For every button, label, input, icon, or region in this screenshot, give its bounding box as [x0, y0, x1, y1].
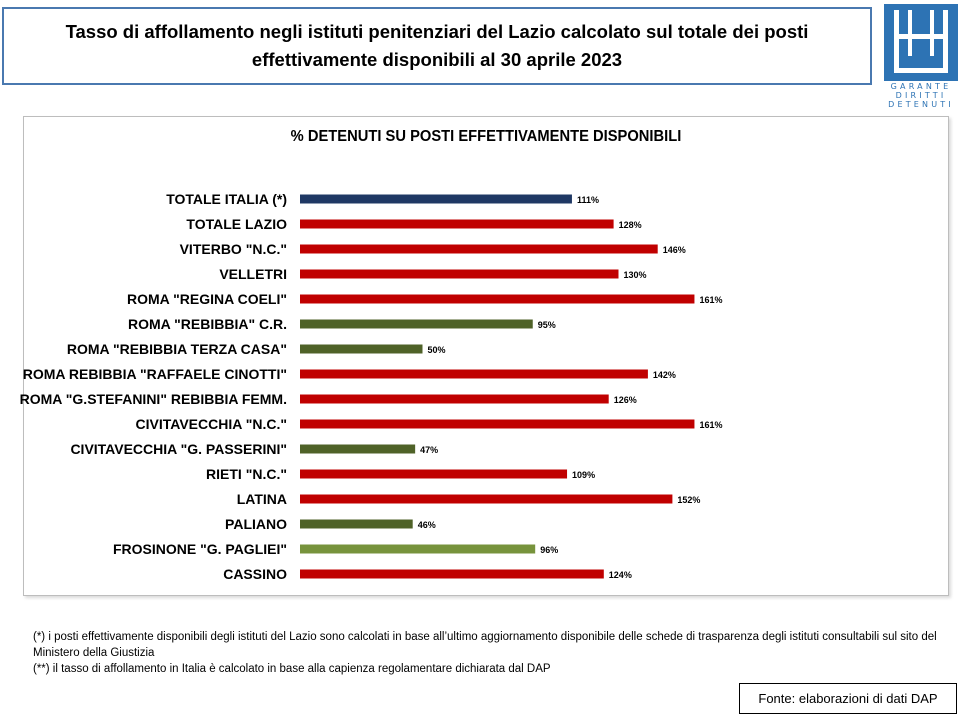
bar: [300, 344, 423, 354]
category-label: FROSINONE "G. PAGLIEI": [113, 541, 287, 557]
data-label: 111%: [577, 195, 599, 205]
data-label: 161%: [699, 420, 722, 430]
bar: [300, 419, 695, 429]
logo-text-line-2: DIRITTI: [895, 91, 947, 100]
data-label: 95%: [538, 320, 556, 330]
source-box: Fonte: elaborazioni di dati DAP: [739, 683, 957, 714]
data-label: 130%: [624, 270, 647, 280]
category-label: VELLETRI: [219, 266, 287, 282]
data-label: 161%: [699, 295, 722, 305]
footnote-1: (*) i posti effettivamente disponibili d…: [33, 631, 937, 659]
bar: [300, 544, 536, 554]
category-label: ROMA "REBIBBIA" C.R.: [128, 316, 287, 332]
bar: [300, 219, 614, 229]
footnote-2: (**) il tasso di affollamento in Italia …: [33, 663, 551, 675]
data-label: 126%: [614, 395, 637, 405]
category-label: ROMA "REGINA COELI": [127, 291, 287, 307]
chart-frame: [23, 116, 949, 596]
bar: [300, 269, 619, 279]
logo-text-line-1: GARANTE: [890, 82, 952, 91]
footnotes: (*) i posti effettivamente disponibili d…: [33, 629, 938, 677]
category-label: CIVITAVECCHIA "G. PASSERINI": [70, 441, 287, 457]
logo-text-line-3: DETENUTI: [888, 100, 954, 109]
chart-title: % DETENUTI SU POSTI EFFETTIVAMENTE DISPO…: [290, 128, 682, 145]
source-label: Fonte: elaborazioni di dati DAP: [758, 691, 938, 706]
category-label: PALIANO: [225, 516, 287, 532]
bar: [300, 394, 609, 404]
category-label: ROMA "G.STEFANINI" REBIBBIA FEMM.: [20, 391, 287, 407]
category-label: CASSINO: [223, 566, 287, 582]
data-label: 109%: [572, 470, 595, 480]
category-label: CIVITAVECCHIA "N.C.": [136, 416, 287, 432]
category-label: TOTALE ITALIA (*): [166, 191, 287, 207]
bar: [300, 519, 413, 529]
bar: [300, 569, 604, 579]
data-label: 50%: [428, 345, 446, 355]
category-label: TOTALE LAZIO: [186, 216, 287, 232]
category-label: ROMA "REBIBBIA TERZA CASA": [67, 341, 287, 357]
bar: [300, 294, 695, 304]
garante-logo: GARANTE DIRITTI DETENUTI: [882, 4, 960, 109]
bar: [300, 469, 568, 479]
category-label: LATINA: [237, 491, 287, 507]
data-label: 152%: [677, 495, 700, 505]
category-label: RIETI "N.C.": [206, 466, 287, 482]
data-label: 124%: [609, 570, 632, 580]
bar: [300, 194, 572, 204]
bar: [300, 444, 416, 454]
garante-logo-icon: [884, 4, 958, 81]
data-label: 47%: [420, 445, 438, 455]
slide-title-line-1: Tasso di affollamento negli istituti pen…: [65, 21, 809, 42]
bar: [300, 244, 658, 254]
data-label: 128%: [619, 220, 642, 230]
category-label: ROMA REBIBBIA "RAFFAELE CINOTTI": [23, 366, 287, 382]
data-label: 146%: [663, 245, 686, 255]
category-label: VITERBO "N.C.": [180, 241, 287, 257]
data-label: 142%: [653, 370, 676, 380]
slide-title-line-2: effettivamente disponibili al 30 aprile …: [251, 49, 623, 70]
data-label: 46%: [418, 520, 436, 530]
bar: [300, 319, 533, 329]
bar: [300, 369, 648, 379]
data-label: 96%: [540, 545, 558, 555]
slide-title-box: Tasso di affollamento negli istituti pen…: [2, 7, 872, 85]
bar: [300, 494, 673, 504]
